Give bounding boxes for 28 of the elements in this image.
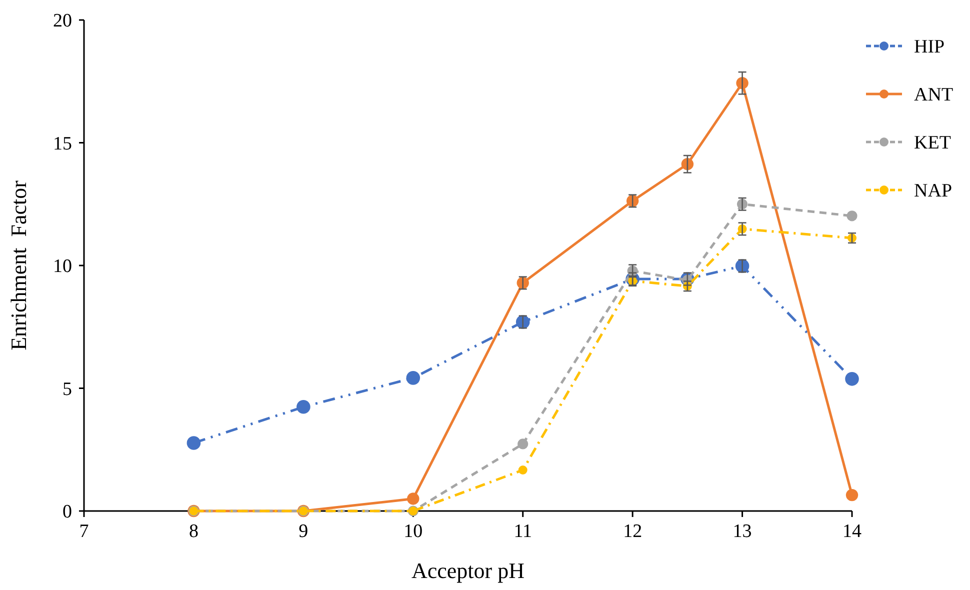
y-tick-label: 5 [62,378,72,400]
x-tick-label: 12 [623,521,642,542]
y-axis-title: Enrichment Factor [6,180,31,350]
x-tick-label: 14 [842,521,862,542]
legend-label: ANT [914,84,954,106]
point [296,400,310,414]
x-tick-label: 9 [298,521,308,542]
point [406,371,420,385]
x-axis-title: Acceptor pH [411,558,525,583]
point [518,438,528,450]
y-tick-label: 0 [62,502,72,523]
point [186,436,201,450]
x-tick-label: 13 [732,521,752,542]
x-tick-label: 7 [79,521,89,542]
legend-label: NAP [914,180,952,202]
point [518,466,528,474]
x-tick-label: 11 [514,521,532,542]
legend-label: HIP [914,36,945,58]
point [845,372,859,386]
legend-label: KET [914,132,952,154]
y-tick-label: 15 [53,133,72,154]
point [407,492,420,505]
point [846,488,858,502]
y-tick-label: 20 [53,10,72,32]
x-tick-label: 8 [188,521,198,542]
y-tick-label: 10 [53,256,72,278]
x-tick-label: 10 [404,521,423,542]
point [846,210,858,222]
